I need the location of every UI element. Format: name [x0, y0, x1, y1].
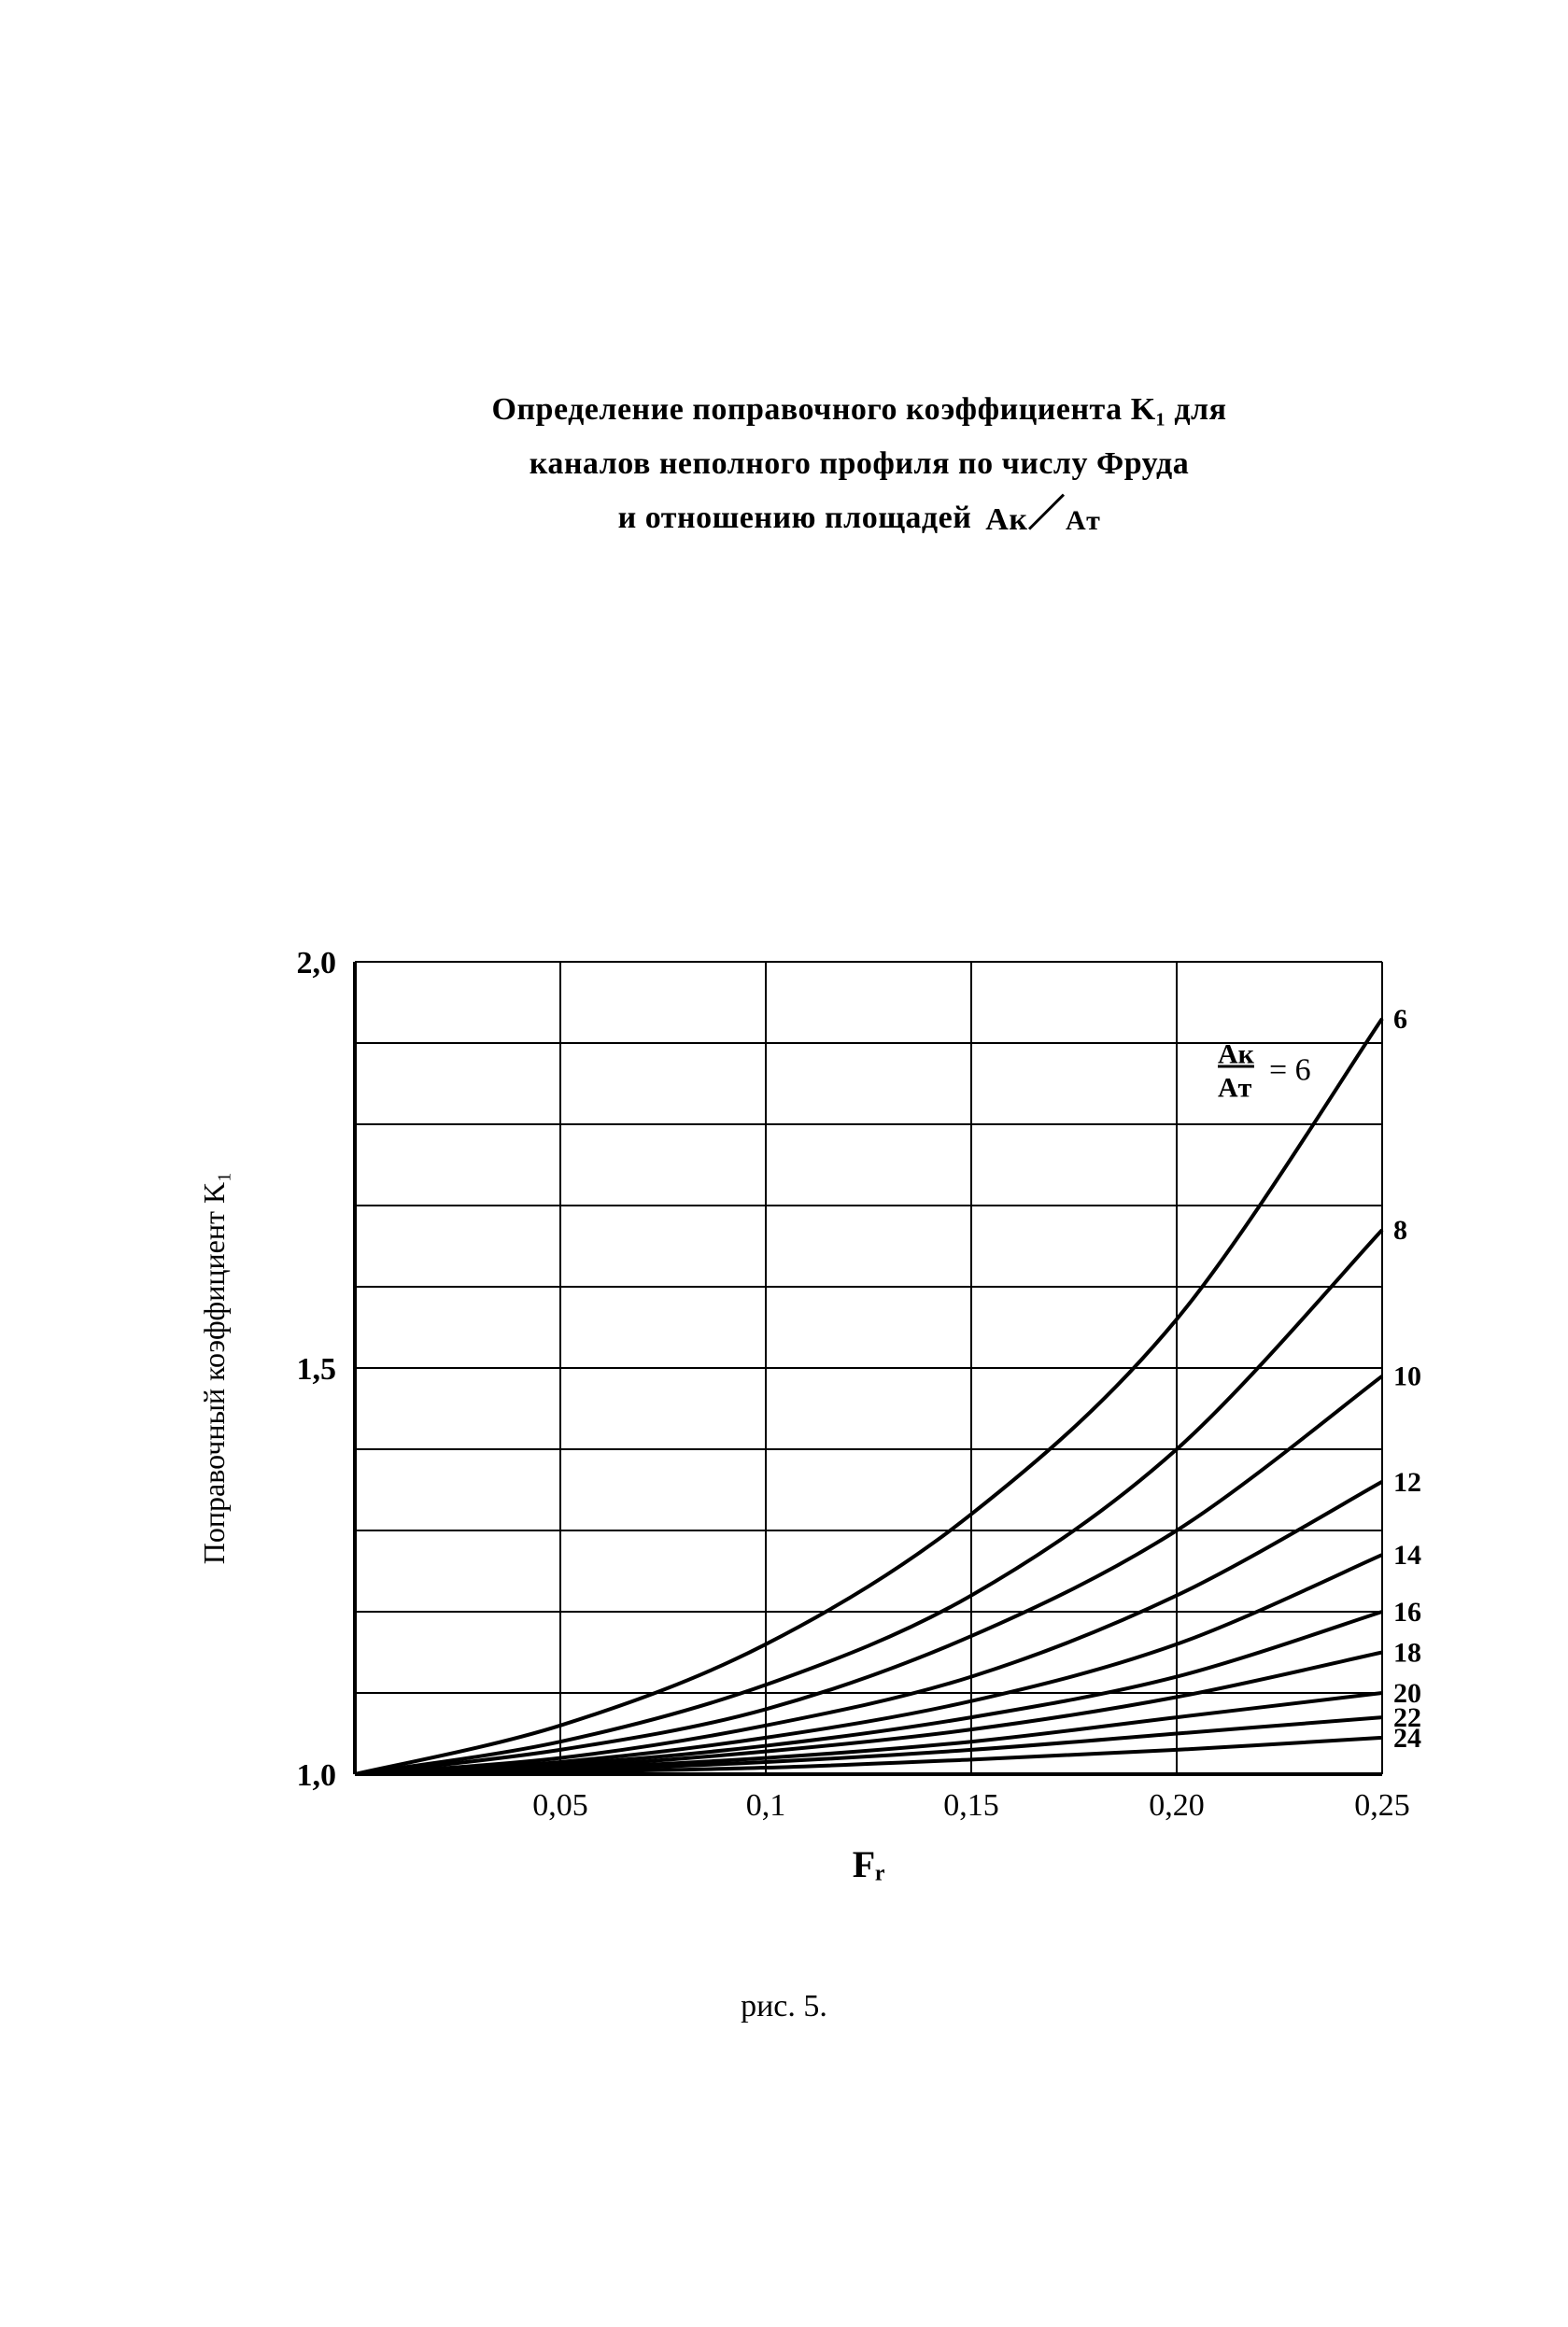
- ratio-numerator: Aк: [985, 502, 1027, 537]
- figure-caption: рис. 5.: [741, 1989, 827, 2024]
- curve-label-18: 18: [1393, 1638, 1421, 1669]
- ratio-slash: ／: [1027, 492, 1066, 534]
- chart-container: 681012141618202224AкAт= 60,050,10,150,20…: [112, 934, 1457, 2054]
- title-line-1-pre: Определение поправочного коэффициента: [492, 392, 1131, 427]
- param-label-num: Aк: [1218, 1039, 1255, 1070]
- curve-label-6: 6: [1393, 1004, 1407, 1035]
- y-tick-label: 2,0: [297, 946, 337, 980]
- y-axis-label: Поправочный коэффициент K₁: [197, 1172, 231, 1564]
- title-line-2: каналов неполного профиля по числу Фруда: [392, 437, 1326, 491]
- curve-label-10: 10: [1393, 1361, 1421, 1392]
- y-tick-label: 1,5: [297, 1352, 337, 1387]
- title-line-1: Определение поправочного коэффициента K₁…: [392, 383, 1326, 437]
- x-axis-label: Fᵣ: [853, 1843, 885, 1885]
- title-symbol-k1: K₁: [1131, 392, 1166, 427]
- ratio-denominator: Aт: [1066, 505, 1100, 536]
- x-tick-label: 0,1: [746, 1788, 786, 1823]
- curve-label-24: 24: [1393, 1723, 1421, 1754]
- x-tick-label: 0,20: [1149, 1788, 1205, 1823]
- title-line-3: и отношению площадей Aк／Aт: [392, 491, 1326, 547]
- y-tick-label: 1,0: [297, 1758, 337, 1793]
- title-line-3-pre: и отношению площадей: [618, 501, 981, 535]
- x-tick-label: 0,25: [1354, 1788, 1410, 1823]
- x-tick-label: 0,15: [943, 1788, 999, 1823]
- curve-label-8: 8: [1393, 1215, 1407, 1246]
- curve-label-12: 12: [1393, 1467, 1421, 1498]
- title-line-1-post: для: [1174, 392, 1226, 427]
- curve-label-16: 16: [1393, 1597, 1421, 1628]
- area-ratio-symbol: Aк／Aт: [985, 493, 1100, 547]
- figure-title: Определение поправочного коэффициента K₁…: [392, 383, 1326, 547]
- chart-svg: 681012141618202224AкAт= 60,050,10,150,20…: [112, 934, 1457, 1924]
- x-tick-label: 0,05: [532, 1788, 588, 1823]
- curve-label-14: 14: [1393, 1540, 1421, 1571]
- param-label-den: Aт: [1218, 1073, 1252, 1104]
- page: Определение поправочного коэффициента K₁…: [0, 0, 1568, 2327]
- param-label-eq: = 6: [1269, 1053, 1311, 1088]
